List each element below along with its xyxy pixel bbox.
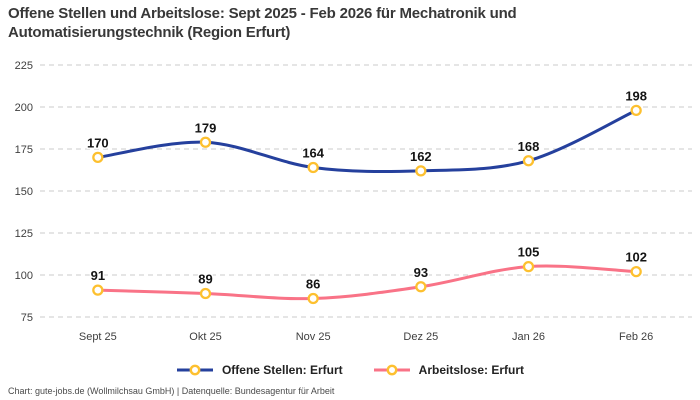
chart-legend: Offene Stellen: Erfurt Arbeitslose: Erfu… (0, 358, 700, 382)
series-line-0 (96, 108, 638, 174)
x-tick-label: Jan 26 (512, 331, 545, 343)
data-point-marker[interactable] (522, 155, 535, 167)
data-point-marker[interactable] (415, 281, 427, 293)
y-tick-label: 125 (15, 228, 33, 240)
legend-marker-icon (189, 364, 201, 376)
data-point-marker[interactable] (307, 161, 319, 174)
chart-title-line2: Automatisierungstechnik (Region Erfurt) (8, 24, 291, 41)
chart-title-line1: Offene Stellen und Arbeitslose: Sept 202… (8, 5, 517, 22)
data-point-label: 89 (198, 271, 212, 286)
data-point-marker[interactable] (92, 284, 104, 296)
y-tick-label: 100 (15, 270, 33, 282)
data-point-label: 179 (195, 120, 217, 135)
y-tick-label: 150 (15, 186, 33, 198)
data-point-marker[interactable] (630, 265, 642, 278)
legend-line-marker-icon (373, 364, 410, 376)
data-point-marker[interactable] (415, 165, 427, 177)
data-point-marker[interactable] (630, 104, 642, 117)
y-tick-label: 200 (15, 102, 33, 114)
data-point-label: 91 (91, 268, 105, 283)
y-tick-label: 225 (15, 60, 33, 72)
data-point-label: 198 (625, 88, 647, 103)
legend-label-arbeitslose: Arbeitslose: Erfurt (418, 363, 525, 377)
chart-canvas[interactable]: 75 100 125 150 175 200 225 Sept 25 Okt 25 Nov 25 D… (0, 55, 700, 350)
x-tick-label: Sept 25 (79, 331, 117, 343)
data-point-marker[interactable] (199, 287, 212, 300)
data-point-label: 170 (87, 135, 109, 150)
x-tick-label: Okt 25 (189, 331, 221, 343)
y-tick-label: 175 (15, 144, 33, 156)
x-tick-label: Feb 26 (619, 331, 653, 343)
data-point-label: 86 (306, 277, 320, 292)
series-line-1 (96, 264, 638, 301)
legend-item-offene-stellen[interactable]: Offene Stellen: Erfurt (176, 363, 343, 377)
data-point-label: 162 (410, 149, 432, 164)
legend-line-marker-icon (176, 364, 213, 376)
data-point-marker[interactable] (522, 260, 535, 273)
data-point-label: 168 (518, 139, 540, 154)
x-tick-label: Dez 25 (403, 331, 438, 343)
y-tick-label: 75 (21, 312, 33, 324)
data-point-marker[interactable] (307, 292, 319, 305)
data-point-label: 102 (625, 250, 647, 265)
data-point-marker[interactable] (92, 151, 104, 164)
data-point-label: 105 (518, 245, 540, 260)
data-point-marker[interactable] (199, 136, 212, 148)
chart-title: Offene Stellen und Arbeitslose: Sept 202… (8, 4, 668, 42)
data-point-label: 93 (414, 265, 428, 280)
legend-item-arbeitslose[interactable]: Arbeitslose: Erfurt (373, 363, 524, 377)
legend-marker-icon (386, 364, 398, 376)
data-point-label: 164 (302, 145, 324, 160)
legend-label-offene-stellen: Offene Stellen: Erfurt (221, 363, 343, 377)
x-tick-label: Nov 25 (296, 331, 331, 343)
chart-attribution: Chart: gute-jobs.de (Wollmilchsau GmbH) … (8, 386, 335, 396)
